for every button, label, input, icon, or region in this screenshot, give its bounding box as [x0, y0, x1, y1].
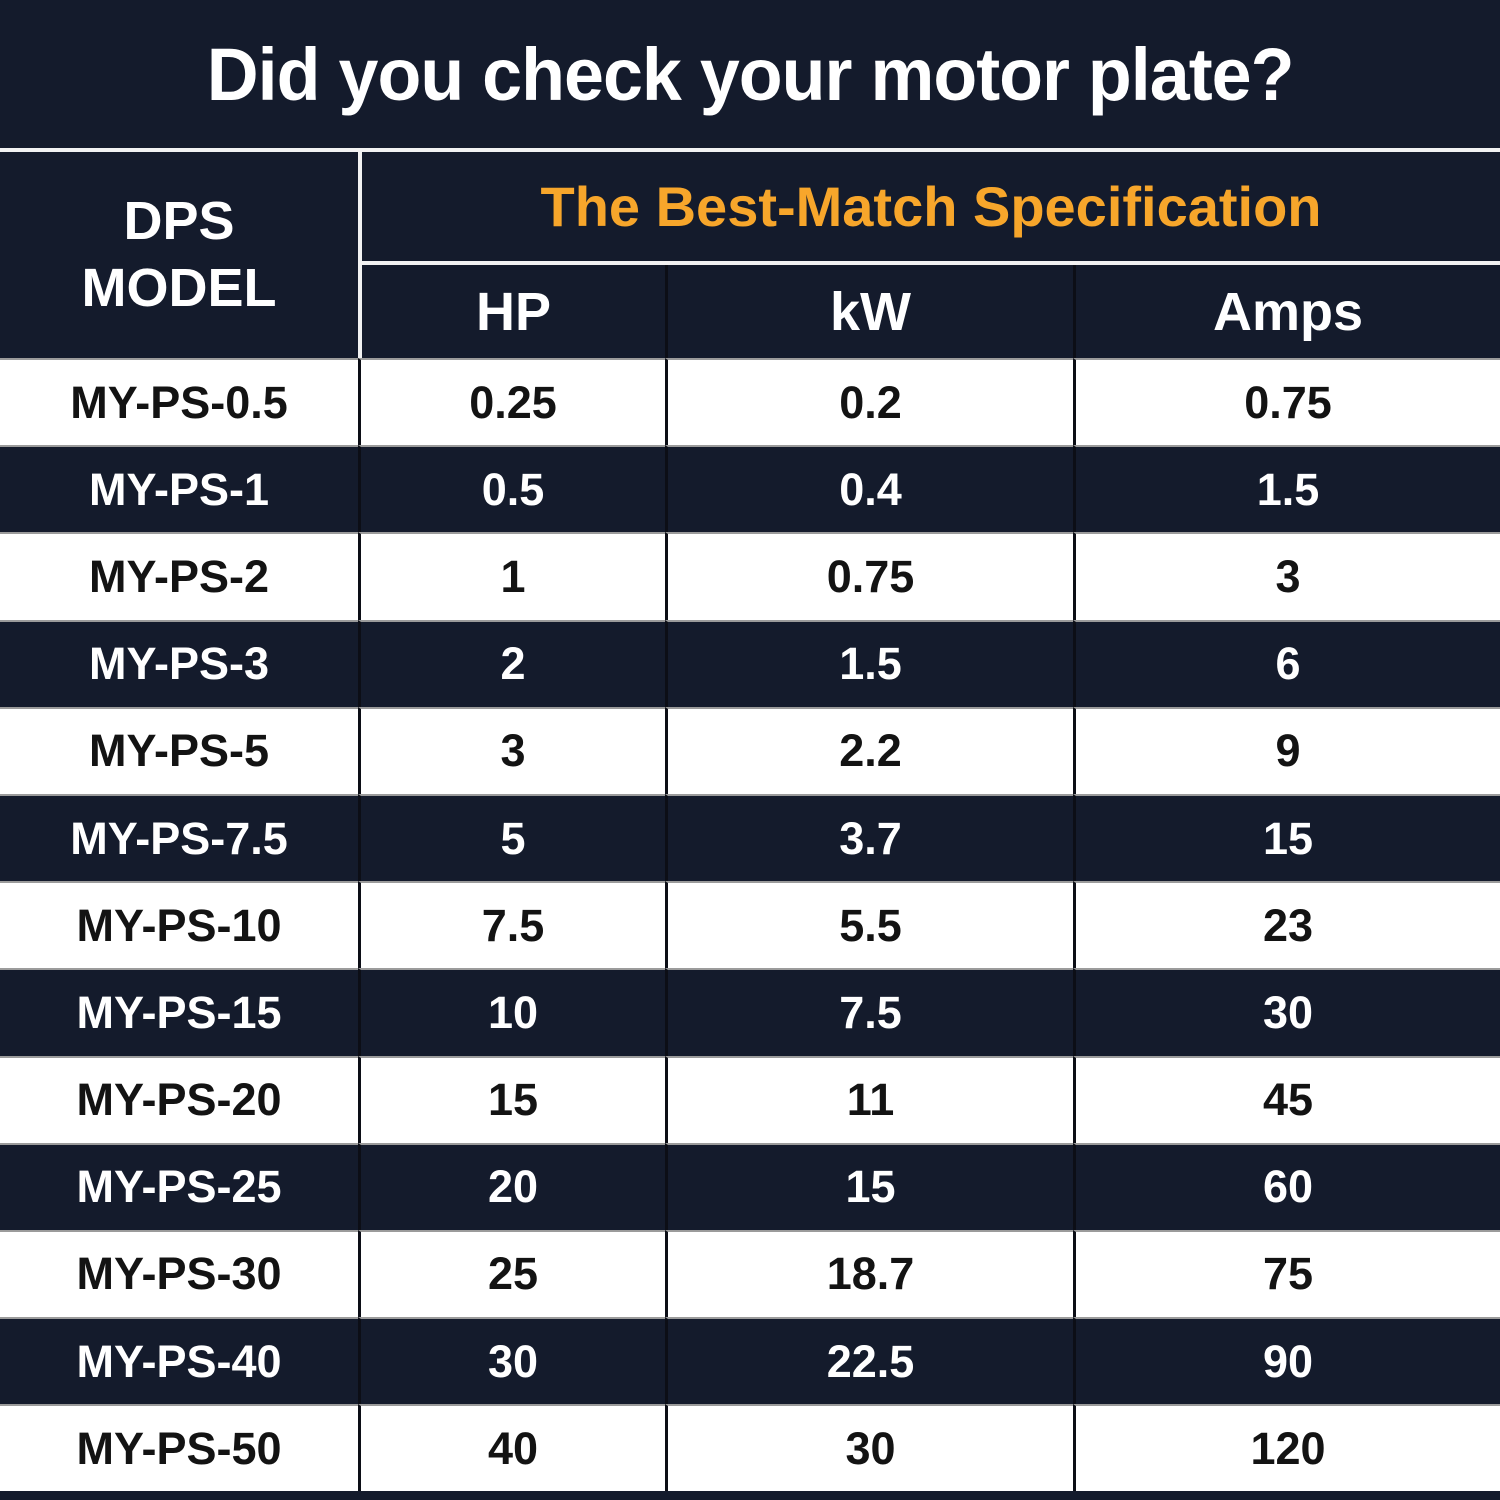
model-cell: MY-PS-0.5 — [0, 358, 358, 446]
kw-value-cell: 0.75 — [665, 532, 1073, 620]
amps-value-cell: 120 — [1073, 1404, 1500, 1492]
hp-value-cell: 0.25 — [358, 358, 665, 446]
amps-value-cell: 90 — [1073, 1317, 1500, 1405]
amps-value-cell: 60 — [1073, 1142, 1500, 1230]
model-cell: MY-PS-25 — [0, 1142, 358, 1230]
hp-value-cell: 2 — [358, 619, 665, 707]
model-cell: MY-PS-20 — [0, 1055, 358, 1143]
kw-value-cell: 11 — [665, 1055, 1073, 1143]
model-cell: MY-PS-50 — [0, 1404, 358, 1492]
kw-value-cell: 5.5 — [665, 881, 1073, 969]
amps-value-cell: 30 — [1073, 968, 1500, 1056]
hp-value-cell: 0.5 — [358, 445, 665, 533]
hp-value-cell: 7.5 — [358, 881, 665, 969]
kw-value-cell: 30 — [665, 1404, 1073, 1492]
column-header-amps: Amps — [1073, 265, 1500, 358]
model-cell: MY-PS-40 — [0, 1317, 358, 1405]
title-banner: Did you check your motor plate? — [0, 0, 1500, 152]
spec-group-header: The Best-Match Specification — [358, 152, 1500, 265]
spec-table: DPS MODEL The Best-Match Specification H… — [0, 152, 1500, 1492]
amps-value-cell: 0.75 — [1073, 358, 1500, 446]
kw-value-cell: 0.2 — [665, 358, 1073, 446]
model-cell: MY-PS-10 — [0, 881, 358, 969]
hp-value-cell: 10 — [358, 968, 665, 1056]
hp-value-cell: 40 — [358, 1404, 665, 1492]
hp-value-cell: 3 — [358, 706, 665, 794]
column-header-kw: kW — [665, 265, 1073, 358]
hp-value-cell: 1 — [358, 532, 665, 620]
hp-value-cell: 20 — [358, 1142, 665, 1230]
amps-value-cell: 45 — [1073, 1055, 1500, 1143]
amps-value-cell: 6 — [1073, 619, 1500, 707]
kw-value-cell: 0.4 — [665, 445, 1073, 533]
model-cell: MY-PS-7.5 — [0, 793, 358, 882]
model-cell: MY-PS-2 — [0, 532, 358, 620]
amps-value-cell: 23 — [1073, 881, 1500, 969]
page-title: Did you check your motor plate? — [206, 32, 1295, 116]
hp-value-cell: 25 — [358, 1229, 665, 1318]
kw-value-cell: 2.2 — [665, 706, 1073, 794]
kw-value-cell: 3.7 — [665, 793, 1073, 882]
amps-value-cell: 1.5 — [1073, 445, 1500, 533]
column-header-hp: HP — [358, 265, 665, 358]
amps-value-cell: 9 — [1073, 706, 1500, 794]
kw-value-cell: 7.5 — [665, 968, 1073, 1056]
kw-value-cell: 15 — [665, 1142, 1073, 1230]
model-cell: MY-PS-15 — [0, 968, 358, 1056]
hp-value-cell: 30 — [358, 1317, 665, 1405]
model-cell: MY-PS-1 — [0, 445, 358, 533]
amps-value-cell: 75 — [1073, 1229, 1500, 1318]
hp-value-cell: 5 — [358, 793, 665, 882]
amps-value-cell: 3 — [1073, 532, 1500, 620]
kw-value-cell: 1.5 — [665, 619, 1073, 707]
kw-value-cell: 18.7 — [665, 1229, 1073, 1318]
amps-value-cell: 15 — [1073, 793, 1500, 882]
kw-value-cell: 22.5 — [665, 1317, 1073, 1405]
hp-value-cell: 15 — [358, 1055, 665, 1143]
model-cell: MY-PS-5 — [0, 706, 358, 794]
model-cell: MY-PS-3 — [0, 619, 358, 707]
model-column-header: DPS MODEL — [81, 190, 277, 319]
model-cell: MY-PS-30 — [0, 1229, 358, 1318]
